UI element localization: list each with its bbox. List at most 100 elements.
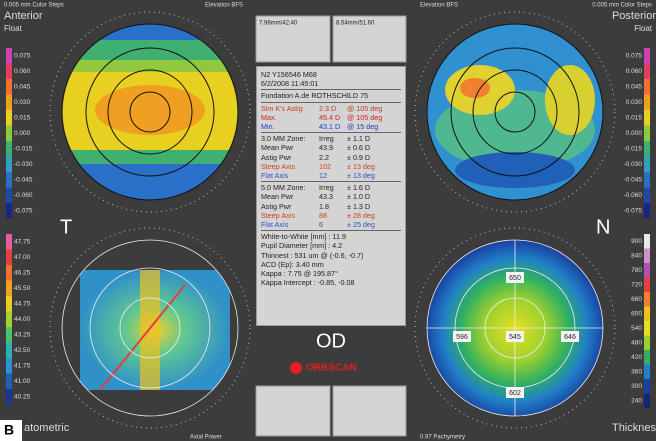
scale-label: -0.030	[624, 161, 643, 168]
panel-text: Flat Axis 12 ± 13 deg	[261, 171, 401, 180]
scale-swatch	[6, 373, 12, 389]
scale-label: 0.075	[626, 52, 643, 59]
panel-text	[261, 101, 401, 103]
panel-text: ± 1.3 D	[347, 201, 371, 211]
panel-text: ± 0.9 D	[347, 152, 371, 162]
pachy-value: 596	[456, 334, 468, 341]
scale-swatch	[644, 125, 650, 141]
scale-label: 540	[631, 325, 642, 332]
scale-swatch	[644, 79, 650, 95]
caption: 0.005 mm Color Steps	[592, 3, 652, 9]
panel-text: Flat Axis	[261, 220, 289, 230]
panel-text: 102	[319, 161, 331, 171]
scale-label: 0.000	[14, 130, 31, 137]
info-box	[255, 15, 331, 63]
summary-panel: N2 Y156546 M68 6/2/2008 11:45:01 Fondation…	[256, 66, 406, 326]
scale-label: 44.75	[14, 300, 31, 307]
scale-label: 47.00	[14, 254, 31, 261]
caption: 0.005 mm Color Steps	[4, 3, 64, 9]
scale-swatch	[6, 79, 12, 95]
scale-swatch	[6, 187, 12, 203]
panel-text: Steep Axis	[261, 210, 295, 220]
caption: 0.97 Pachymetry	[420, 435, 465, 441]
scale-label: 47.75	[14, 238, 31, 245]
panel-text: Astig Pwr	[261, 201, 292, 211]
scale-swatch	[644, 292, 650, 307]
scale-swatch	[644, 48, 650, 64]
panel-text: Irreg	[319, 134, 334, 144]
panel-text: 2.2	[319, 152, 329, 162]
scale-label: 0.000	[626, 130, 643, 137]
posterior-map	[427, 24, 603, 200]
panel-text: Max. 45.4 D @ 105 deg	[261, 113, 401, 122]
marker: T	[60, 216, 72, 238]
scale-label: 41.75	[14, 362, 31, 369]
map-title: Thicknes	[612, 422, 656, 434]
panel-text: Fondation A.de ROTHSCHILD 75	[261, 91, 369, 101]
scale-label: 360	[631, 368, 642, 375]
scale-swatch	[644, 172, 650, 188]
panel-text: Mean Pwr	[261, 143, 294, 153]
scale-swatch	[644, 277, 650, 292]
map-title: Anterior	[4, 10, 43, 22]
pachy-value: 545	[509, 334, 521, 341]
scale-label: 0.045	[14, 83, 31, 90]
panel-text	[261, 230, 401, 232]
pachy-box	[561, 331, 579, 342]
panel-text: ACD (Ep): 3.40 mm	[261, 259, 324, 269]
panel-text: Min. 43.1 D @ 15 deg	[261, 122, 401, 131]
panel-text	[261, 181, 401, 183]
rings-light	[61, 239, 604, 417]
scale-label: 300	[631, 383, 642, 390]
scale-label: 40.25	[14, 393, 31, 400]
scale-swatch	[6, 389, 12, 405]
panel-text: Irreg	[319, 183, 334, 193]
panel-text: 43.1 D	[319, 122, 341, 132]
scale-label: 0.075	[14, 52, 31, 59]
scale-swatch	[644, 364, 650, 379]
scale-swatch	[6, 94, 12, 110]
scale-label: 41.00	[14, 378, 31, 385]
box-text: 7.96mm/42.40	[259, 21, 298, 27]
panel-text: Flat Axis	[261, 171, 289, 181]
panel-text: Pupil Diameter [mm] : 4.2	[261, 241, 343, 251]
panel-text: Steep Axis 88 ± 28 deg	[261, 211, 401, 220]
panel-text: @ 105 deg	[347, 103, 383, 113]
scale-label: 0.015	[626, 114, 643, 121]
scale-swatch	[644, 321, 650, 336]
panel-text: Steep Axis 102 ± 13 deg	[261, 162, 401, 171]
scale-swatch	[6, 141, 12, 157]
scale-swatch	[644, 379, 650, 394]
panel-text: Min.	[261, 122, 275, 132]
scale-swatch	[644, 156, 650, 172]
caption: Axial Power	[190, 435, 222, 441]
panel-text: ± 1.1 D	[347, 134, 371, 144]
scale-label: -0.045	[624, 176, 643, 183]
panel-text: Kappa : 7.75 @ 195.87°	[261, 269, 338, 279]
panel-text: ± 13 deg	[347, 161, 375, 171]
panel-badge	[0, 420, 22, 441]
scale-swatch	[644, 350, 650, 365]
panel-letter: B	[4, 422, 14, 438]
panel-text: 12	[319, 171, 327, 181]
panel-text: Sim K's Astig	[261, 103, 303, 113]
scale-label: 45.50	[14, 285, 31, 292]
panel-text: ± 1.0 D	[347, 192, 371, 202]
scale-label: 660	[631, 296, 642, 303]
eye-label: OD	[316, 330, 346, 352]
scale-label: 44.00	[14, 316, 31, 323]
scale-swatch	[644, 393, 650, 408]
pachy-value: 650	[509, 275, 521, 282]
scale-label: 0.030	[14, 99, 31, 106]
panel-text: ± 13 deg	[347, 171, 375, 181]
scale-swatch	[6, 156, 12, 172]
scale-swatch	[644, 110, 650, 126]
scale-label: 240	[631, 397, 642, 404]
scale-swatch	[644, 94, 650, 110]
panel-text: Mean Pwr 43.3 ± 1.0 D	[261, 192, 401, 201]
scale-label: 42.50	[14, 347, 31, 354]
pachy-box	[506, 387, 524, 398]
scale-swatch	[6, 265, 12, 281]
info-box	[255, 385, 331, 437]
